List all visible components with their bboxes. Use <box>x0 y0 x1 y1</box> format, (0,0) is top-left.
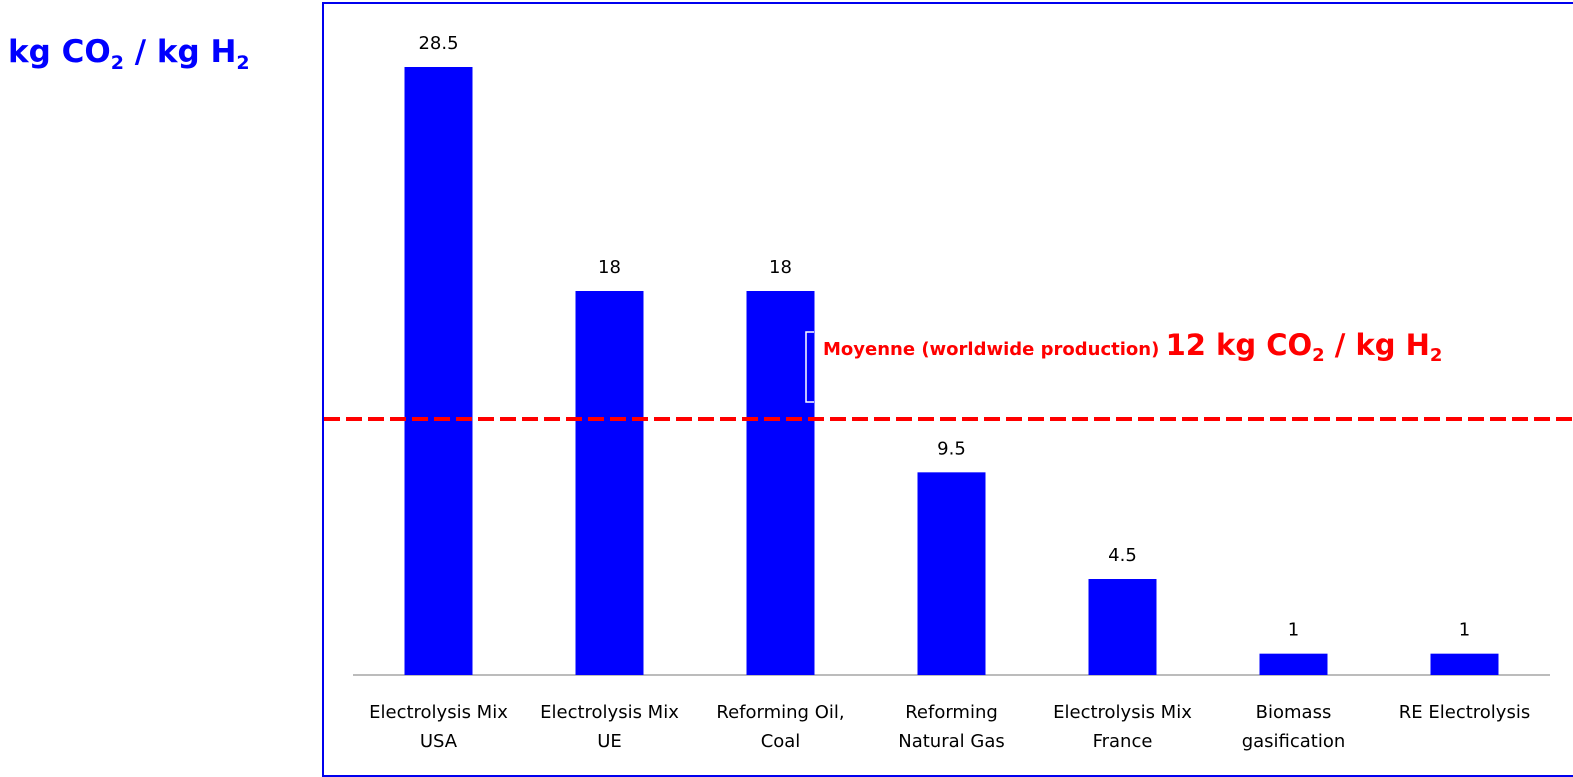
category-label-2-line-1: Electrolysis Mix <box>540 702 679 723</box>
category-label-2-line-2: UE <box>597 731 622 752</box>
category-label-6-line-2: gasification <box>1242 731 1346 752</box>
bar-5 <box>1088 579 1157 675</box>
bar-3 <box>746 291 815 675</box>
average-label-bracket <box>805 331 814 403</box>
data-label-7: 1 <box>1459 620 1470 641</box>
category-label-5-line-2: France <box>1093 731 1153 752</box>
category-label-1-line-1: Electrolysis Mix <box>369 702 508 723</box>
bar-7 <box>1430 653 1499 675</box>
bar-2 <box>575 291 644 675</box>
category-label-5-line-1: Electrolysis Mix <box>1053 702 1192 723</box>
category-label-6-line-1: Biomass <box>1256 702 1332 723</box>
category-label-3-line-1: Reforming Oil, <box>716 702 844 723</box>
average-line-label: Moyenne (worldwide production) 12 kg CO2… <box>823 328 1443 366</box>
data-label-3: 18 <box>769 257 792 278</box>
category-label-3-line-2: Coal <box>761 731 801 752</box>
data-label-2: 18 <box>598 257 621 278</box>
y-axis-unit-label: kg CO2 / kg H2 <box>8 34 250 74</box>
category-label-1-line-2: USA <box>420 731 458 752</box>
bar-1 <box>404 67 473 675</box>
category-label-7-line-1: RE Electrolysis <box>1399 702 1530 723</box>
data-label-5: 4.5 <box>1108 545 1137 566</box>
bar-6 <box>1259 653 1328 675</box>
data-label-4: 9.5 <box>937 438 966 459</box>
category-label-4-line-2: Natural Gas <box>898 731 1004 752</box>
data-label-1: 28.5 <box>418 33 458 54</box>
bar-4 <box>917 472 986 675</box>
data-label-6: 1 <box>1288 620 1299 641</box>
category-label-4-line-1: Reforming <box>905 702 998 723</box>
